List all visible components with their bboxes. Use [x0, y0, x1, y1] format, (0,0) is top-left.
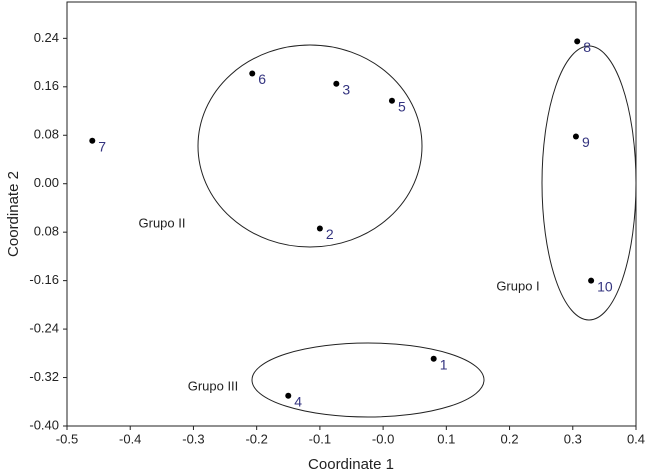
point [333, 80, 340, 87]
x-tick-label: -0.5 [56, 431, 78, 446]
point-label: 3 [342, 81, 350, 97]
x-tick-label: 0.1 [437, 431, 455, 446]
y-tick-label: 0.24 [34, 30, 59, 45]
point-label: 5 [398, 98, 406, 114]
y-tick-label: 0.08 [34, 224, 59, 239]
point [89, 137, 96, 144]
point [588, 277, 595, 284]
point [430, 355, 437, 362]
point-label: 8 [583, 39, 591, 55]
group-ellipse [541, 45, 637, 321]
point-label: 2 [326, 226, 334, 242]
x-tick-label: -0.3 [182, 431, 204, 446]
annotation: Grupo II [139, 215, 186, 230]
point-label: 10 [597, 278, 613, 294]
x-tick-label: 0.3 [564, 431, 582, 446]
x-tick-label: -0.0 [372, 431, 394, 446]
x-tick-label: 0.4 [627, 431, 645, 446]
group-ellipse [251, 342, 485, 418]
x-axis-title: Coordinate 1 [308, 456, 394, 473]
y-tick-label: -0.16 [29, 272, 59, 287]
x-tick-label: 0.2 [501, 431, 519, 446]
x-tick-label: -0.1 [309, 431, 331, 446]
point [285, 392, 292, 399]
y-tick-label: 0.00 [34, 175, 59, 190]
point [572, 133, 579, 140]
point [316, 225, 323, 232]
y-axis-title: Coordinate 2 [5, 171, 22, 257]
y-tick-label: -0.40 [29, 417, 59, 432]
point-label: 6 [258, 71, 266, 87]
y-tick-label: 0.08 [34, 127, 59, 142]
point-label: 4 [294, 393, 302, 409]
x-tick-label: -0.4 [119, 431, 141, 446]
point [249, 70, 256, 77]
point-label: 9 [582, 134, 590, 150]
y-tick-label: -0.24 [29, 321, 59, 336]
annotation: Grupo III [188, 378, 239, 393]
annotation: Grupo I [496, 278, 539, 293]
plot-frame [66, 1, 637, 427]
point [574, 38, 581, 45]
point-label: 7 [98, 138, 106, 154]
y-tick-label: -0.32 [29, 369, 59, 384]
point-label: 1 [440, 356, 448, 372]
point [388, 97, 395, 104]
y-tick-label: 0.16 [34, 78, 59, 93]
group-ellipse [197, 44, 423, 248]
x-tick-label: -0.2 [245, 431, 267, 446]
